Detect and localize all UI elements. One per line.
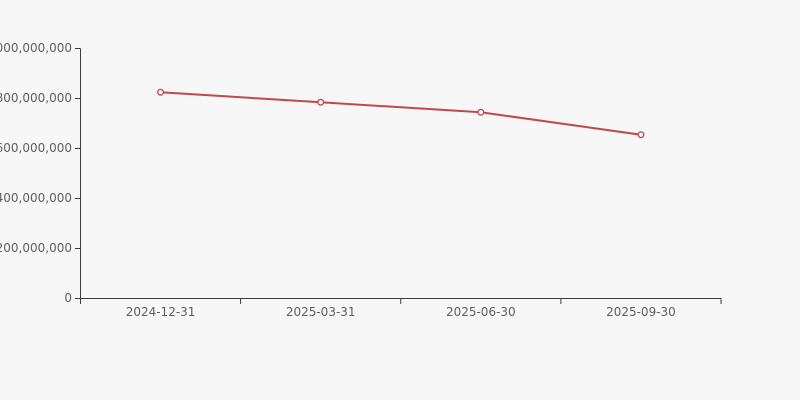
series-line (160, 91, 642, 136)
data-point-marker (157, 88, 165, 96)
series-line-group (157, 88, 645, 139)
data-point-marker (637, 131, 645, 139)
axes (75, 48, 722, 304)
y-axis-tick-label: 0 (64, 291, 72, 305)
x-axis-tick-label: 2025-09-30 (606, 305, 676, 319)
y-axis-tick-label: 800,000,000 (0, 91, 72, 105)
x-axis-tick-label: 2024-12-31 (125, 305, 196, 319)
y-axis-tick-label: 400,000,000 (0, 191, 72, 205)
y-axis-tick-label: 1,000,000,000 (0, 41, 72, 55)
data-point-marker (317, 98, 325, 106)
y-axis-tick-label: 600,000,000 (0, 141, 72, 155)
x-axis-tick-label: 2025-03-31 (285, 305, 356, 319)
data-point-marker (477, 108, 485, 116)
y-axis-tick-label: 200,000,000 (0, 241, 72, 255)
x-axis-tick-label: 2025-06-30 (445, 305, 516, 319)
